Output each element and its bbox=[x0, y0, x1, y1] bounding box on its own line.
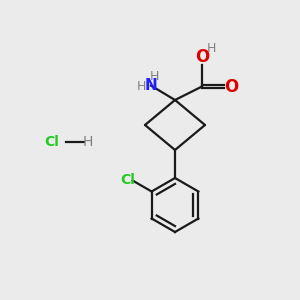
Text: Cl: Cl bbox=[120, 173, 135, 188]
Text: O: O bbox=[224, 78, 238, 96]
Text: H: H bbox=[136, 80, 146, 93]
Text: Cl: Cl bbox=[45, 135, 59, 149]
Text: H: H bbox=[149, 70, 159, 83]
Text: H: H bbox=[207, 42, 217, 55]
Text: H: H bbox=[83, 135, 93, 149]
Text: O: O bbox=[195, 48, 209, 66]
Text: N: N bbox=[145, 78, 158, 93]
